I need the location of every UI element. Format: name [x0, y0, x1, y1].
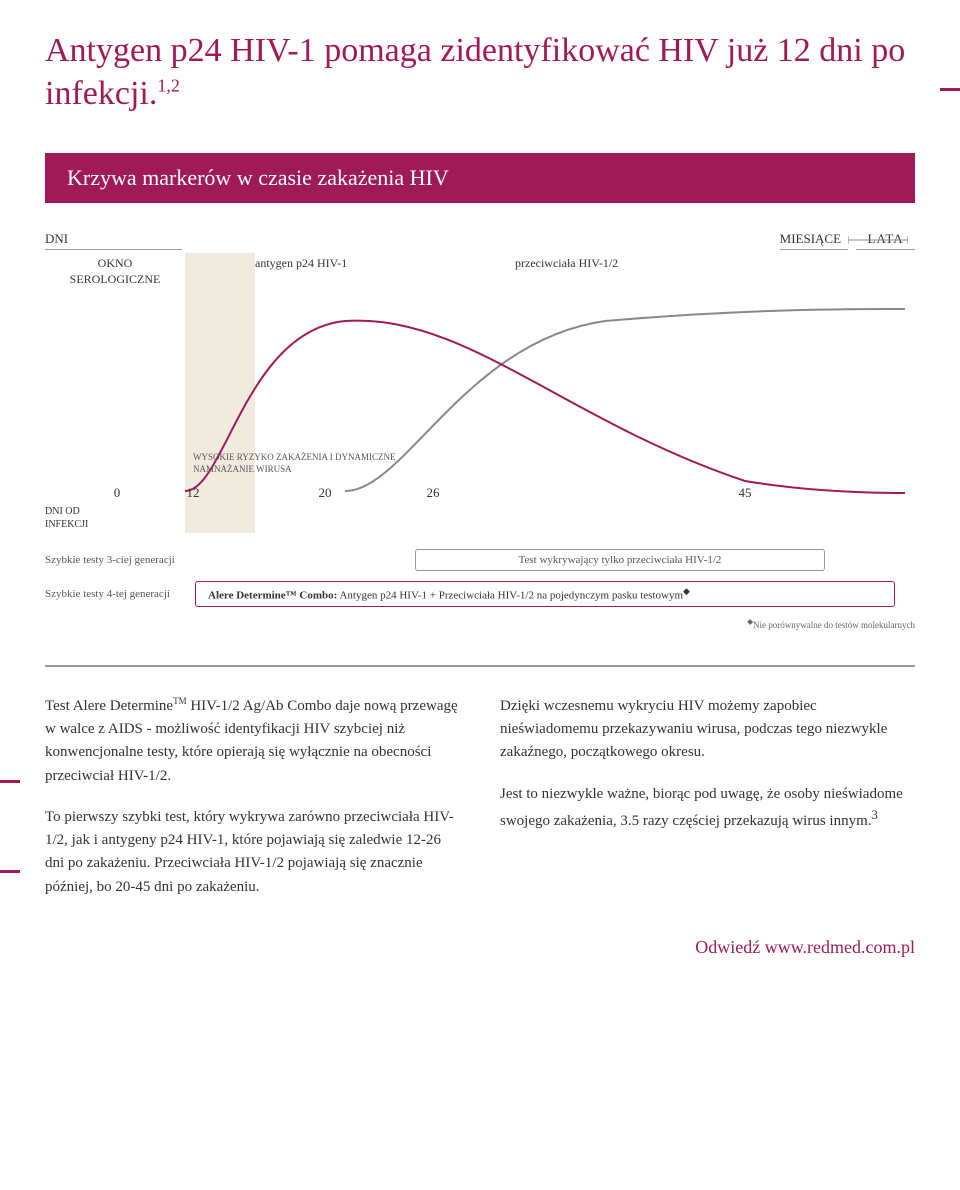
section-divider — [45, 665, 915, 667]
x-tick: 12 — [187, 485, 200, 501]
x-tick: 0 — [114, 485, 121, 501]
chart-svg — [45, 291, 915, 501]
marker-curve-chart: WYSOKIE RYZYKO ZAKAŻENIA I DYNAMICZNE NA… — [45, 291, 915, 501]
antibody-series-label: przeciwciała HIV-1/2 — [515, 256, 775, 287]
chart-footnote: ◆Nie porównywalne do testów molekularnyc… — [45, 617, 915, 630]
body-columns: Test Alere DetermineTM HIV-1/2 Ag/Ab Com… — [45, 695, 915, 917]
right-paragraph-2: Jest to niezwykle ważne, biorąc pod uwag… — [500, 783, 915, 834]
side-marker-right — [940, 88, 960, 91]
range-markers — [848, 232, 908, 242]
header-dni: DNI — [45, 231, 182, 250]
okno-label: OKNO SEROLOGICZNE — [45, 256, 185, 287]
chart-banner: Krzywa markerów w czasie zakażenia HIV — [45, 153, 915, 203]
x-axis-caption: DNI OD INFEKCJI — [45, 505, 915, 531]
antigen-series-label: antygen p24 HIV-1 — [255, 256, 515, 287]
left-column: Test Alere DetermineTM HIV-1/2 Ag/Ab Com… — [45, 695, 460, 917]
gen3-box: Test wykrywający tylko przeciwciała HIV-… — [415, 549, 825, 571]
gen3-label: Szybkie testy 3-ciej generacji — [45, 554, 185, 566]
side-marker-left-2 — [0, 870, 20, 873]
x-tick: 26 — [427, 485, 440, 501]
side-marker-left-1 — [0, 780, 20, 783]
left-paragraph-2: To pierwszy szybki test, który wykrywa z… — [45, 806, 460, 899]
right-paragraph-1: Dzięki wczesnemu wykryciu HIV możemy zap… — [500, 695, 915, 765]
page-title: Antygen p24 HIV-1 pomaga zidentyfikować … — [45, 30, 915, 115]
visit-link[interactable]: Odwiedź www.redmed.com.pl — [45, 937, 915, 958]
left-paragraph-1: Test Alere DetermineTM HIV-1/2 Ag/Ab Com… — [45, 695, 460, 788]
right-column: Dzięki wczesnemu wykryciu HIV możemy zap… — [500, 695, 915, 917]
gen3-row: Szybkie testy 3-ciej generacji Test wykr… — [45, 549, 915, 571]
x-tick: 45 — [739, 485, 752, 501]
gen4-row: Szybkie testy 4-tej generacji Alere Dete… — [45, 581, 915, 607]
series-labels: OKNO SEROLOGICZNE antygen p24 HIV-1 prze… — [45, 256, 915, 287]
header-miesiace: MIESIĄCE — [780, 231, 849, 250]
gen4-label: Szybkie testy 4-tej generacji — [45, 588, 185, 600]
risk-note: WYSOKIE RYZYKO ZAKAŻENIA I DYNAMICZNE NA… — [193, 452, 395, 475]
generation-rows: Szybkie testy 3-ciej generacji Test wykr… — [45, 549, 915, 630]
x-tick: 20 — [319, 485, 332, 501]
x-axis-ticks: 0 12 20 26 45 — [45, 481, 915, 501]
gen4-box: Alere Determine™ Combo: Antygen p24 HIV-… — [195, 581, 895, 607]
timeline-header: DNI MIESIĄCE LATA — [45, 231, 915, 250]
